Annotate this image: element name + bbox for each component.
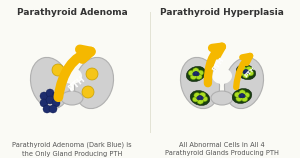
Ellipse shape [190,74,196,79]
Ellipse shape [31,57,70,109]
Circle shape [52,99,60,107]
Circle shape [244,69,248,73]
Ellipse shape [186,66,206,82]
Circle shape [197,96,201,100]
Circle shape [52,92,60,100]
Circle shape [86,68,98,80]
Circle shape [243,70,247,74]
Text: PTH: PTH [67,74,87,94]
Text: Parathyroid Hyperplasia: Parathyroid Hyperplasia [160,8,284,17]
Circle shape [52,64,64,76]
Circle shape [198,95,202,99]
Circle shape [82,86,94,98]
Ellipse shape [236,96,242,101]
Ellipse shape [194,93,200,98]
Circle shape [240,93,244,97]
Ellipse shape [193,68,199,73]
Ellipse shape [188,70,195,76]
Ellipse shape [190,91,210,105]
Ellipse shape [238,70,245,76]
Ellipse shape [232,89,252,103]
Ellipse shape [246,67,252,72]
Circle shape [195,72,199,76]
Circle shape [43,105,51,113]
Ellipse shape [239,90,245,95]
Ellipse shape [62,68,82,84]
Ellipse shape [74,57,113,109]
Circle shape [194,71,198,75]
Ellipse shape [61,91,83,105]
Ellipse shape [197,70,203,76]
Ellipse shape [211,91,233,105]
Ellipse shape [224,57,263,109]
Ellipse shape [197,99,203,104]
Ellipse shape [196,74,202,79]
Ellipse shape [242,96,248,102]
Circle shape [49,105,57,113]
Circle shape [46,89,54,97]
Ellipse shape [235,92,241,97]
Circle shape [193,72,196,76]
Circle shape [242,94,245,98]
Circle shape [200,96,203,100]
Ellipse shape [181,57,220,109]
Circle shape [46,96,54,104]
Circle shape [40,92,48,100]
Text: Parathyroid Adenoma (Dark Blue) is
the Only Gland Producing PTH: Parathyroid Adenoma (Dark Blue) is the O… [12,142,132,157]
Text: PTH: PTH [211,56,225,72]
Text: All Abnormal Cells in All 4
Parathyroid Glands Producing PTH: All Abnormal Cells in All 4 Parathyroid … [165,142,279,157]
Circle shape [40,99,48,107]
Text: Parathyroid Adenoma: Parathyroid Adenoma [16,8,128,17]
Ellipse shape [193,97,199,102]
Text: PTH: PTH [243,65,257,79]
Ellipse shape [236,64,256,80]
Ellipse shape [200,92,206,98]
Circle shape [239,94,243,98]
Circle shape [245,70,249,74]
Ellipse shape [243,73,249,78]
Ellipse shape [243,92,250,98]
Ellipse shape [240,67,247,72]
Ellipse shape [247,70,254,76]
Ellipse shape [212,68,232,84]
Ellipse shape [201,96,208,102]
